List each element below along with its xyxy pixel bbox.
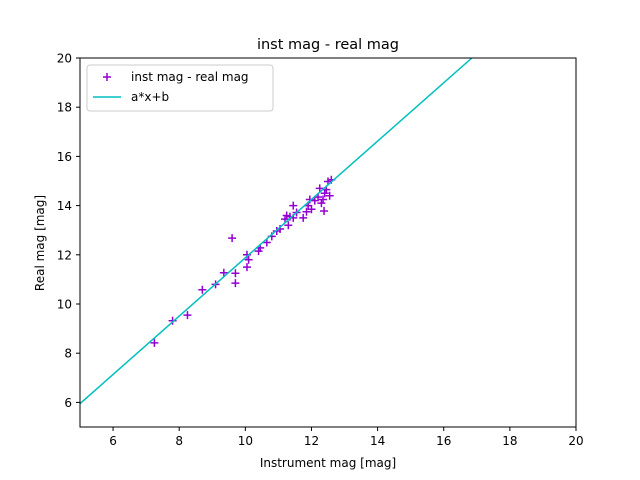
x-tick-label: 20 xyxy=(568,434,583,448)
data-point xyxy=(302,207,311,216)
data-point xyxy=(219,268,228,277)
data-point xyxy=(315,184,324,193)
data-point xyxy=(198,285,207,294)
x-axis-label: Instrument mag [mag] xyxy=(260,456,396,470)
data-point xyxy=(284,221,293,230)
legend-label-scatter: inst mag - real mag xyxy=(131,70,249,84)
x-tick-label: 18 xyxy=(502,434,517,448)
data-point xyxy=(244,255,253,264)
x-tick-label: 14 xyxy=(370,434,385,448)
legend-label-line: a*x+b xyxy=(131,90,169,104)
data-point xyxy=(325,191,334,200)
y-tick-label: 12 xyxy=(57,248,72,262)
x-tick-label: 16 xyxy=(436,434,451,448)
data-point xyxy=(289,201,298,210)
axes: 6 8 10 12 14 16 18 20 6 8 10 12 14 16 18 20 xyxy=(57,52,584,449)
y-tick-label: 8 xyxy=(64,347,72,361)
plot-area xyxy=(80,58,473,405)
data-point xyxy=(307,205,316,214)
data-point xyxy=(231,269,240,278)
x-tick-label: 8 xyxy=(175,434,183,448)
legend: inst mag - real mag a*x+b xyxy=(86,64,274,112)
legend-box xyxy=(86,64,274,112)
data-point xyxy=(183,311,192,320)
legend-marker-scatter xyxy=(103,73,111,81)
y-tick-label: 10 xyxy=(57,298,72,312)
data-point xyxy=(319,195,328,204)
data-point xyxy=(320,207,329,216)
chart-title: inst mag - real mag xyxy=(257,37,399,53)
data-point xyxy=(228,234,237,243)
y-axis-label: Real mag [mag] xyxy=(33,195,47,291)
fit-line xyxy=(80,58,473,405)
y-tick-label: 16 xyxy=(57,150,72,164)
data-point xyxy=(150,338,159,347)
y-tick-label: 6 xyxy=(64,396,72,410)
data-point xyxy=(299,213,308,222)
y-tick-label: 20 xyxy=(57,52,72,66)
series-1 xyxy=(80,58,473,405)
x-tick-label: 6 xyxy=(109,434,117,448)
data-point xyxy=(231,279,240,288)
x-tick-label: 10 xyxy=(238,434,253,448)
x-tick-label: 12 xyxy=(304,434,319,448)
data-point xyxy=(168,316,177,325)
data-point xyxy=(320,189,329,198)
axes-frame xyxy=(79,57,577,428)
y-tick-label: 18 xyxy=(57,101,72,115)
data-point xyxy=(317,199,326,208)
y-tick-label: 14 xyxy=(57,199,72,213)
data-point xyxy=(242,263,251,272)
